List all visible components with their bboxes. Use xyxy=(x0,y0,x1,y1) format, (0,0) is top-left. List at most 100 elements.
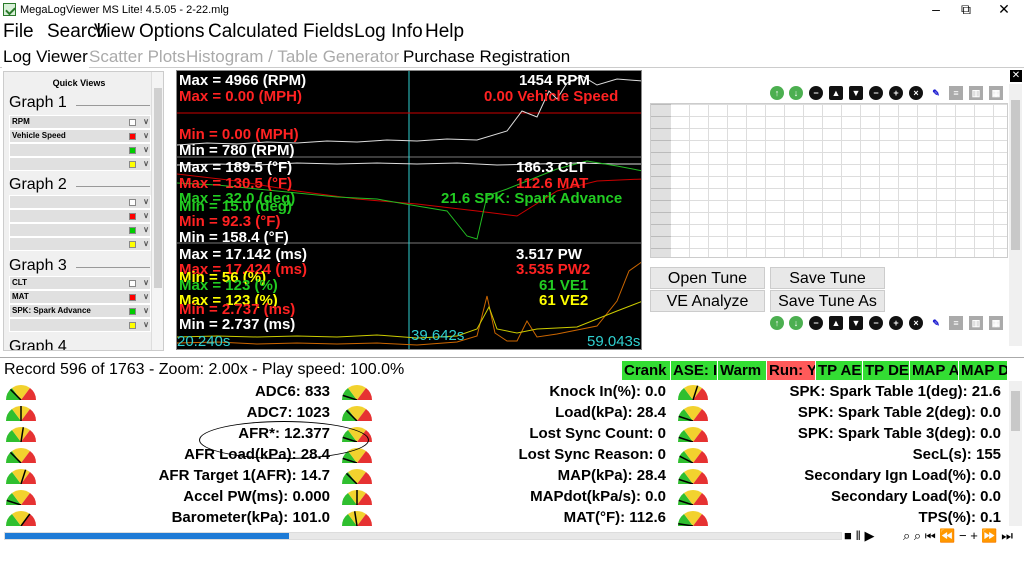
tab-purchase-registration[interactable]: Purchase Registration xyxy=(403,47,571,66)
color-swatch[interactable] xyxy=(129,161,136,168)
menu-file[interactable]: File xyxy=(3,21,34,42)
playback-controls[interactable]: ■ ‖ ▶ xyxy=(844,528,875,543)
channel-row[interactable]: ∨ xyxy=(9,209,151,223)
chevron-down-icon[interactable]: ∨ xyxy=(143,117,149,126)
chevron-down-icon[interactable]: ∨ xyxy=(143,320,149,329)
menu-options[interactable]: Options xyxy=(139,21,205,42)
color-swatch[interactable] xyxy=(129,308,136,315)
x-icon[interactable]: × xyxy=(909,316,923,330)
down-green-icon[interactable]: ↓ xyxy=(789,86,803,100)
open-tune-button[interactable]: Open Tune xyxy=(650,267,765,289)
save-tune-button[interactable]: Save Tune xyxy=(770,267,885,289)
channel-row[interactable]: ∨ xyxy=(9,157,151,171)
color-swatch[interactable] xyxy=(129,147,136,154)
x-icon[interactable]: × xyxy=(909,86,923,100)
pen-icon[interactable]: ✎ xyxy=(932,318,940,328)
up-green-icon[interactable]: ↑ xyxy=(770,86,784,100)
color-swatch[interactable] xyxy=(129,322,136,329)
spark-trace xyxy=(177,160,641,240)
table-icon[interactable]: ▦ xyxy=(989,316,1003,330)
color-swatch[interactable] xyxy=(129,213,136,220)
chevron-down-icon[interactable]: ∨ xyxy=(143,211,149,220)
table-icon[interactable]: ▦ xyxy=(989,86,1003,100)
color-swatch[interactable] xyxy=(129,280,136,287)
menu-log-info[interactable]: Log Info xyxy=(354,21,423,42)
tab-log-viewer[interactable]: Log Viewer xyxy=(2,46,89,68)
scrollbar-thumb[interactable] xyxy=(154,88,162,288)
chevron-down-icon[interactable]: ∨ xyxy=(143,239,149,248)
arrow-up-icon[interactable]: ▲ xyxy=(829,316,843,330)
list-icon[interactable]: ≡ xyxy=(949,316,963,330)
channel-name: SPK: Spark Advance xyxy=(12,306,91,315)
gauge-icon xyxy=(678,490,708,505)
chevron-down-icon[interactable]: ∨ xyxy=(143,145,149,154)
minimize-button[interactable]: – xyxy=(932,1,940,17)
color-swatch[interactable] xyxy=(129,133,136,140)
rpm-max-label: Max = 4966 (RPM) xyxy=(179,72,307,89)
log-chart[interactable]: Max = 4966 (RPM) Max = 0.00 (MPH) Min = … xyxy=(176,70,642,350)
minus-icon[interactable]: − xyxy=(809,86,823,100)
channel-row[interactable]: ∨ xyxy=(9,318,151,332)
tab-scatter-plots[interactable]: Scatter Plots xyxy=(89,47,186,66)
time-cursor-label: 39.642s xyxy=(411,327,465,344)
status-bar: Record 596 of 1763 - Zoom: 2.00x - Play … xyxy=(0,357,1024,379)
pen-icon[interactable]: ✎ xyxy=(932,88,940,98)
zoom-navigation-controls[interactable]: ⌕ ⌕ ⏮ ⏪ − + ⏩ ⏭ xyxy=(903,528,1013,543)
up-green-icon[interactable]: ↑ xyxy=(770,316,784,330)
indicator-tp-de: TP DE xyxy=(863,361,909,380)
color-swatch[interactable] xyxy=(129,227,136,234)
ve-analyze-button[interactable]: VE Analyze xyxy=(650,290,765,312)
minus-icon[interactable]: − xyxy=(869,86,883,100)
ve-table-grid[interactable] xyxy=(650,103,1008,258)
save-tune-as-button[interactable]: Save Tune As xyxy=(770,290,885,312)
chevron-down-icon[interactable]: ∨ xyxy=(143,131,149,140)
channel-row[interactable]: SPK: Spark Advance ∨ xyxy=(9,304,151,318)
gauge-value-label: Accel PW(ms): 0.000 xyxy=(183,488,330,505)
color-swatch[interactable] xyxy=(129,241,136,248)
arrow-up-icon[interactable]: ▲ xyxy=(829,86,843,100)
chevron-down-icon[interactable]: ∨ xyxy=(143,278,149,287)
menu-search[interactable]: Search xyxy=(47,21,108,42)
channel-row[interactable]: Vehicle Speed ∨ xyxy=(9,129,151,143)
chevron-down-icon[interactable]: ∨ xyxy=(143,306,149,315)
chevron-down-icon[interactable]: ∨ xyxy=(143,159,149,168)
close-panel-icon[interactable]: ✕ xyxy=(1010,70,1022,82)
color-swatch[interactable] xyxy=(129,294,136,301)
scrollbar-thumb[interactable] xyxy=(1011,391,1020,431)
right-panel-scrollbar[interactable] xyxy=(1009,84,1022,346)
menu-view[interactable]: View xyxy=(94,21,135,42)
plus-icon[interactable]: + xyxy=(889,86,903,100)
color-swatch[interactable] xyxy=(129,119,136,126)
close-window-button[interactable]: ✕ xyxy=(998,1,1010,17)
maximize-button[interactable]: ⧉ xyxy=(961,1,971,17)
channel-row[interactable]: MAT ∨ xyxy=(9,290,151,304)
channel-row[interactable]: ∨ xyxy=(9,143,151,157)
list-icon[interactable]: ≡ xyxy=(949,86,963,100)
quick-views-scrollbar[interactable] xyxy=(151,72,163,350)
grid-icon[interactable]: ▥ xyxy=(969,86,983,100)
channel-row[interactable]: CLT ∨ xyxy=(9,276,151,290)
grid-icon[interactable]: ▥ xyxy=(969,316,983,330)
minus-icon[interactable]: − xyxy=(809,316,823,330)
chevron-down-icon[interactable]: ∨ xyxy=(143,225,149,234)
menu-help[interactable]: Help xyxy=(425,21,465,42)
scrollbar-thumb[interactable] xyxy=(1011,100,1020,250)
channel-row[interactable]: ∨ xyxy=(9,195,151,209)
channel-row[interactable]: RPM ∨ xyxy=(9,115,151,129)
chevron-down-icon[interactable]: ∨ xyxy=(143,292,149,301)
playback-progress-bar[interactable] xyxy=(4,532,842,540)
channel-name: Vehicle Speed xyxy=(12,131,66,140)
channel-row[interactable]: ∨ xyxy=(9,223,151,237)
gauge-grid-scrollbar[interactable] xyxy=(1009,381,1022,526)
channel-row[interactable]: ∨ xyxy=(9,237,151,251)
tab-histogram[interactable]: Histogram / Table Generator xyxy=(186,47,400,66)
ve2-max-label: Max = 123 (%) xyxy=(179,292,278,309)
menu-calculated-fields[interactable]: Calculated Fields xyxy=(208,21,354,42)
arrow-down-icon[interactable]: ▼ xyxy=(849,86,863,100)
plus-icon[interactable]: + xyxy=(889,316,903,330)
down-green-icon[interactable]: ↓ xyxy=(789,316,803,330)
arrow-down-icon[interactable]: ▼ xyxy=(849,316,863,330)
minus-icon[interactable]: − xyxy=(869,316,883,330)
chevron-down-icon[interactable]: ∨ xyxy=(143,197,149,206)
color-swatch[interactable] xyxy=(129,199,136,206)
